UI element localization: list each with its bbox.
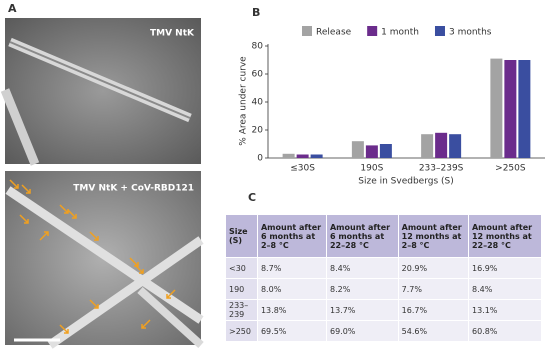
panel-label: B xyxy=(252,6,260,19)
table-row: 190 8.0% 8.2% 7.7% 8.4% xyxy=(225,278,543,300)
table-cell: >250 xyxy=(225,320,258,342)
table-cell: 8.4% xyxy=(325,257,399,279)
micrograph-top: TMV NtK xyxy=(0,18,201,166)
x-tick-label: 190S xyxy=(360,164,383,174)
header-row: Size (S) Amount after 6 months at 2–8 °C A… xyxy=(225,214,543,258)
header-cell: Amount after 12 months at 2–8 °C xyxy=(397,214,469,258)
y-tick-label: 40 xyxy=(252,98,264,108)
data-table: Size (S) Amount after 6 months at 2–8 °C A… xyxy=(225,214,543,342)
table-cell: 8.2% xyxy=(325,278,399,300)
header-cell: Amount after 6 months at 2–8 °C xyxy=(256,214,327,258)
table-row: 233–239 13.8% 13.7% 16.7% 13.1% xyxy=(225,299,543,321)
table-row: >250 69.5% 69.0% 54.6% 60.8% xyxy=(225,320,543,342)
legend-label: 1 month xyxy=(381,28,419,38)
x-axis-label: Size in Svedbergs (S) xyxy=(358,177,453,187)
table-cell: 13.1% xyxy=(467,299,543,321)
bar xyxy=(365,145,378,158)
table-cell: 233–239 xyxy=(225,299,258,321)
bar xyxy=(351,141,364,158)
panel-label: C xyxy=(248,191,256,204)
micrograph-bottom: TMV NtK + CoV-RBD121 xyxy=(5,171,204,349)
image-label: TMV NtK + CoV-RBD121 xyxy=(73,184,194,194)
table-cell: 13.8% xyxy=(256,299,327,321)
legend-swatch xyxy=(434,26,445,36)
header-cell: Amount after 6 months at 22–28 °C xyxy=(325,214,399,258)
legend-swatch xyxy=(367,26,378,36)
bar xyxy=(421,134,434,158)
table-cell: 13.7% xyxy=(325,299,399,321)
table-cell: 60.8% xyxy=(467,320,543,342)
bar xyxy=(435,132,448,158)
table-cell: 16.9% xyxy=(467,257,543,279)
y-tick-label: 80 xyxy=(252,42,264,52)
bar xyxy=(296,154,309,158)
y-axis-label: % Area under curve xyxy=(239,56,249,146)
table-cell: 54.6% xyxy=(397,320,469,342)
y-tick-label: 0 xyxy=(257,154,263,164)
image-label: TMV NtK xyxy=(150,29,195,39)
table-row: <30 8.7% 8.4% 20.9% 16.9% xyxy=(225,257,543,279)
table-cell: 69.5% xyxy=(256,320,327,342)
table-cell: 16.7% xyxy=(397,299,469,321)
bar xyxy=(518,60,531,158)
table-cell: 69.0% xyxy=(325,320,399,342)
y-tick-label: 20 xyxy=(252,126,264,136)
table-cell: 8.7% xyxy=(256,257,327,279)
y-tick-label: 60 xyxy=(252,70,264,80)
table-cell: 8.0% xyxy=(256,278,327,300)
panel-label: A xyxy=(8,2,17,15)
bar xyxy=(310,154,323,158)
table-cell: 8.4% xyxy=(467,278,543,300)
bar xyxy=(449,134,462,158)
bar xyxy=(282,153,295,158)
header-cell: Size (S) xyxy=(225,214,258,258)
bar xyxy=(490,58,503,158)
x-tick-label: 233–239S xyxy=(419,164,464,174)
x-tick-label: >250S xyxy=(495,164,526,174)
x-tick-label: ≤30S xyxy=(290,164,315,174)
table-cell: <30 xyxy=(225,257,258,279)
bar xyxy=(504,60,517,158)
legend-label: 3 months xyxy=(449,28,492,38)
legend-label: Release xyxy=(316,28,352,38)
header-cell: Amount after 12 months at 22–28 °C xyxy=(467,214,543,258)
legend-swatch xyxy=(302,26,312,36)
table-cell: 7.7% xyxy=(397,278,469,300)
bar xyxy=(379,144,392,158)
table-cell: 190 xyxy=(225,278,258,300)
table-cell: 20.9% xyxy=(397,257,469,279)
